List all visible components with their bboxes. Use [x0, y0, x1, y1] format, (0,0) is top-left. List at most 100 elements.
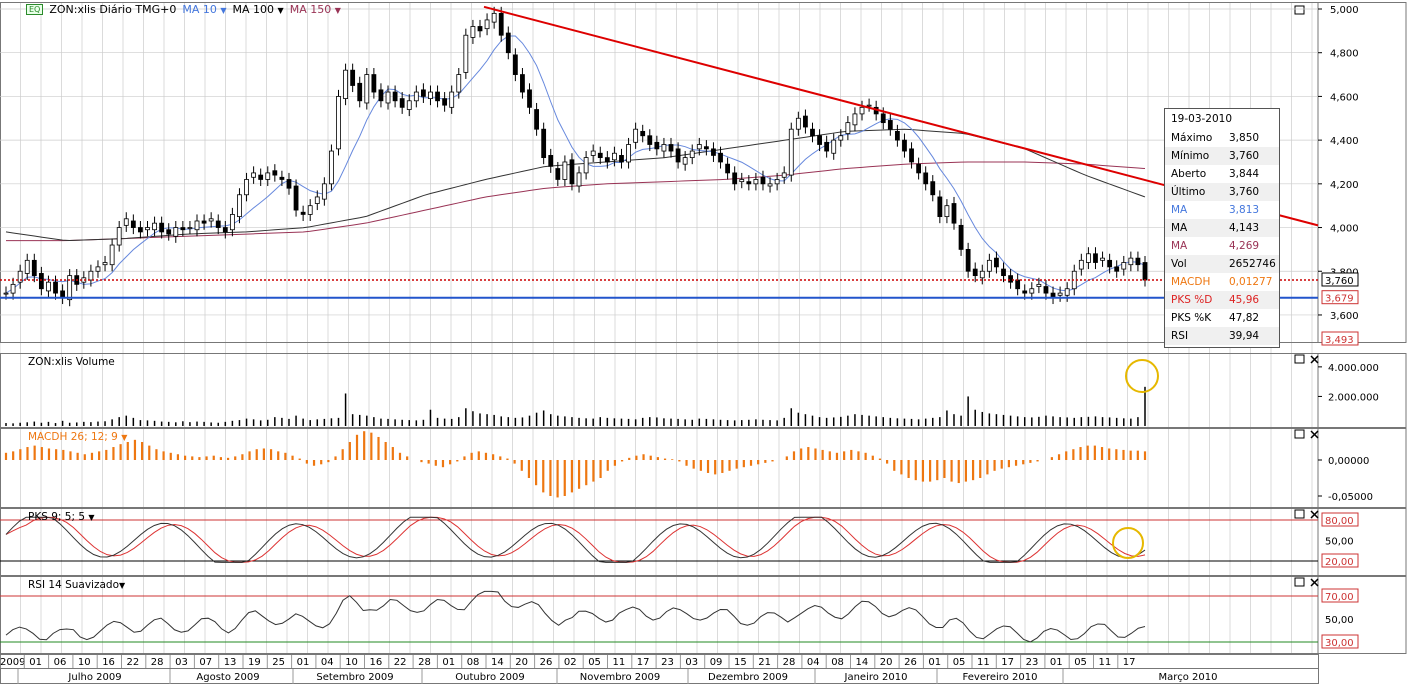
candle-body: [24, 259, 30, 274]
axis-frame: [1317, 353, 1407, 428]
day-label: 14: [856, 657, 869, 668]
ma100-toggle[interactable]: MA 100 ▼: [232, 3, 284, 16]
candle-body: [965, 248, 971, 272]
candle-body: [916, 163, 922, 174]
month-label: Fevereiro 2010: [963, 672, 1038, 683]
day-label: 16: [370, 657, 383, 668]
day-label: 02: [564, 657, 577, 668]
candle-body: [505, 32, 511, 54]
close-icon-stroke: [1310, 578, 1319, 587]
day-label: 23: [661, 657, 674, 668]
tooltip-key: PKS %D: [1171, 294, 1213, 306]
tooltip-value: 3,844: [1229, 168, 1260, 180]
candle-body: [166, 229, 172, 235]
candle-body: [944, 205, 950, 218]
tooltip-row: Vol 2652746: [1165, 255, 1279, 273]
tooltip-row: MA 3,813: [1165, 201, 1279, 219]
tooltip-value: 4,269: [1229, 240, 1260, 252]
candle-body: [3, 292, 9, 295]
tooltip-key: MA: [1171, 222, 1188, 234]
month-label: Janeiro 2010: [844, 672, 908, 683]
candle-body: [31, 259, 37, 277]
candle-body: [413, 91, 419, 102]
macd-panel-title[interactable]: MACDH 26; 12; 9 ▼: [28, 431, 128, 443]
candle-body: [286, 179, 292, 189]
candle-body: [420, 89, 426, 97]
price-tick-label: 4,000: [1330, 224, 1359, 235]
candle-body: [810, 128, 815, 137]
candle-body: [10, 283, 16, 294]
candle-body: [484, 19, 490, 30]
toolbar: EQ ZON:xlis Diário TMG+0 MA 10 ▼ MA 100 …: [26, 3, 341, 16]
candle-body: [1128, 257, 1134, 266]
candle-body: [640, 130, 646, 137]
candle-body: [187, 227, 193, 229]
tooltip-value: 39,94: [1229, 330, 1260, 342]
tooltip-date: 19-03-2010: [1171, 113, 1233, 125]
volume-tick-label: 2.000.000: [1328, 392, 1379, 403]
candle-body: [1029, 288, 1035, 294]
candle-body: [654, 141, 660, 150]
maximize-icon: [1294, 5, 1305, 15]
day-label: 28: [151, 657, 164, 668]
axis-frame: [1317, 2, 1407, 343]
candle-body: [986, 259, 992, 272]
candle-body: [661, 144, 667, 152]
day-label: 01: [297, 657, 310, 668]
candle-body: [265, 172, 271, 180]
month-label: Agosto 2009: [196, 672, 259, 683]
pks-badge: [1321, 512, 1359, 527]
day-label: 05: [588, 657, 601, 668]
tooltip-row: PKS %K 47,82: [1165, 309, 1279, 327]
candle-body: [838, 135, 844, 141]
day-label: 17: [1123, 657, 1136, 668]
volume-tick-label: 4.000.000: [1328, 363, 1379, 374]
day-label: 08: [831, 657, 844, 668]
ma150-toggle[interactable]: MA 150 ▼: [289, 3, 341, 16]
rsi-panel-title[interactable]: RSI 14 Suavizado▼: [28, 579, 126, 591]
axis-frame: [1317, 428, 1407, 508]
pks-k-line: [5, 516, 1146, 563]
rsi-tick-label: 30,00: [1325, 638, 1354, 649]
panel-frame: [0, 428, 1319, 508]
candle-body: [1057, 292, 1063, 296]
month-label: Dezembro 2009: [708, 672, 788, 683]
maximize-icon: [1294, 354, 1305, 364]
chevron-down-icon: ▼: [277, 6, 284, 15]
candle-body: [1135, 257, 1141, 266]
ma100-line: [5, 128, 1146, 242]
candle-body: [590, 150, 596, 156]
pks-panel-title[interactable]: PKS 9; 5; 5 ▼: [28, 511, 95, 523]
candle-body: [951, 203, 957, 224]
tooltip-value: 3,813: [1229, 204, 1260, 216]
candle-body: [583, 157, 589, 174]
candle-body: [732, 172, 738, 185]
candle-body: [711, 148, 716, 156]
candle-body: [138, 227, 143, 233]
candle-body: [1114, 266, 1120, 272]
candle-body: [817, 135, 822, 145]
candle-body: [866, 104, 872, 107]
axis-frame: [1317, 576, 1407, 654]
tooltip-key: Máximo: [1171, 132, 1213, 144]
candle-body: [760, 176, 766, 185]
tooltip-key: MACDH: [1171, 276, 1211, 288]
day-label: 17: [637, 657, 650, 668]
candle-body: [251, 172, 257, 178]
ma10-toggle[interactable]: MA 10 ▼: [182, 3, 227, 16]
tooltip-row: PKS %D 45,96: [1165, 291, 1279, 309]
candle-body: [17, 270, 23, 283]
chevron-down-icon: ▼: [119, 581, 126, 590]
month-label: Setembro 2009: [316, 672, 393, 683]
candle-body: [718, 152, 723, 163]
candle-body: [116, 227, 122, 246]
day-label: 07: [199, 657, 212, 668]
tooltip-row: Mínimo 3,760: [1165, 147, 1279, 165]
tooltip-value: 3,850: [1229, 132, 1260, 144]
candle-body: [696, 144, 702, 150]
rsi-badge: [1321, 634, 1359, 649]
symbol-label[interactable]: ZON:xlis Diário TMG+0: [49, 3, 177, 16]
day-label: 21: [758, 657, 771, 668]
tooltip-row: MACDH 0,01277: [1165, 273, 1279, 291]
candle-body: [60, 290, 65, 298]
